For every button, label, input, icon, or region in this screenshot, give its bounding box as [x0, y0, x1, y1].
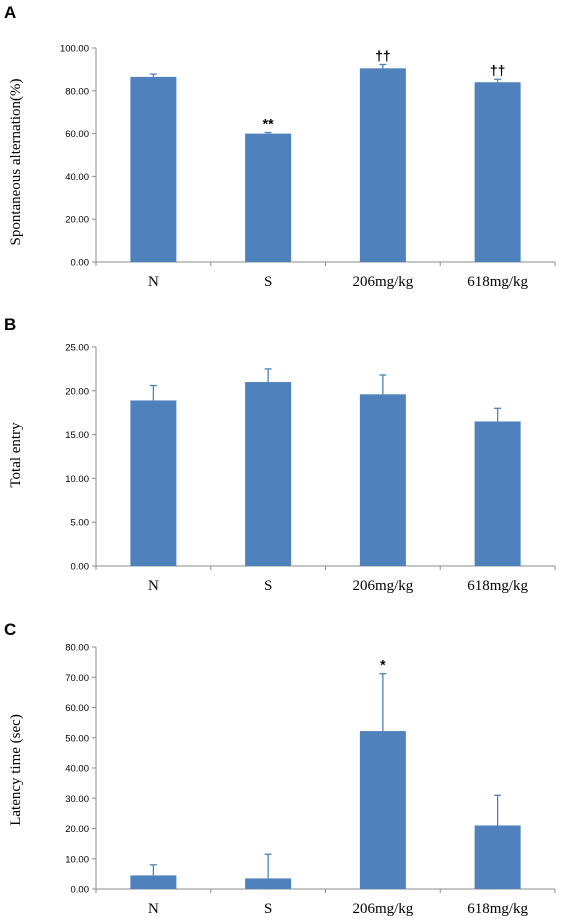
panel-c-category-label: N — [148, 901, 159, 917]
panel-a-error-bar — [379, 63, 387, 69]
panel-a-ytick-label: 0.00 — [71, 258, 90, 269]
panel-b-error-bar — [149, 384, 157, 401]
panel-b-category-label: 206mg/kg — [352, 578, 413, 594]
panel-b-letter: B — [4, 315, 16, 334]
panel-c-significance-mark: * — [380, 657, 386, 673]
panel-a-ytick-label: 60.00 — [65, 129, 89, 140]
panel-b-category-label: N — [148, 578, 159, 594]
panel-c-bar — [359, 731, 406, 889]
panel-b-bar — [474, 421, 521, 566]
panel-c-ytick-label: 0.00 — [71, 885, 90, 896]
panel-b-ytick-label: 0.00 — [71, 562, 90, 573]
panel-b-bar — [245, 382, 292, 566]
panel-c-ytick-label: 40.00 — [65, 764, 89, 775]
panel-b-category-label: S — [264, 578, 272, 594]
panel-a-error-bar — [494, 78, 502, 83]
panel-a-letter: A — [4, 3, 16, 22]
panel-b: B Total entry 0.00 5.00 10.00 15.00 20.00 25.… — [4, 315, 556, 594]
panel-c-plot: 0.00 10.00 20.00 30.00 40.00 50.00 60.00 70.00 8… — [65, 643, 556, 917]
panel-c-category-label: S — [264, 901, 272, 917]
panel-b-error-bar — [379, 374, 387, 395]
panel-c-category-label: 618mg/kg — [467, 901, 528, 917]
panel-a-significance-mark: ** — [263, 116, 274, 132]
panel-c-bar — [474, 825, 521, 889]
panel-c-ytick-label: 10.00 — [65, 854, 89, 865]
panel-b-yaxis-title-wrap: Total entry — [8, 422, 24, 488]
panel-a-ytick-label: 20.00 — [65, 215, 89, 226]
panel-a-category-label: S — [264, 274, 272, 290]
panel-c-category-label: 206mg/kg — [352, 901, 413, 917]
panel-b-plot: 0.00 5.00 10.00 15.00 20.00 25.00 N S 206mg/kg 61… — [65, 343, 556, 594]
panel-c-yaxis-title-wrap: Latency time (sec) — [8, 714, 24, 826]
panel-a-category-label: N — [148, 274, 159, 290]
panel-b-bar — [359, 394, 406, 566]
panel-a-error-bar — [149, 73, 157, 77]
panel-a-ytick-label: 100.00 — [60, 44, 89, 55]
panel-a-bar — [245, 133, 292, 262]
panel-a-bar — [474, 82, 521, 263]
panel-b-ytick-label: 5.00 — [71, 518, 90, 529]
panel-a-category-label: 618mg/kg — [467, 274, 528, 290]
panel-a-ytick-label: 80.00 — [65, 86, 89, 97]
panel-c-ytick-label: 60.00 — [65, 703, 89, 714]
panel-a-ytick-label: 40.00 — [65, 172, 89, 183]
panel-c-bar — [130, 875, 177, 889]
panel-b-error-bar — [494, 407, 502, 422]
panel-a: A Spontaneous alternation(%) 0.00 20.00 40… — [4, 3, 556, 290]
panel-c-letter: C — [4, 620, 16, 639]
panel-c-ytick-label: 30.00 — [65, 794, 89, 805]
panel-b-ytick-label: 10.00 — [65, 474, 89, 485]
panel-b-ytick-label: 20.00 — [65, 386, 89, 397]
panel-a-bar — [359, 68, 406, 262]
panel-b-ytick-label: 25.00 — [65, 343, 89, 354]
panel-a-yaxis-title-wrap: Spontaneous alternation(%) — [8, 78, 24, 245]
panel-b-ytick-label: 15.00 — [65, 430, 89, 441]
panel-c-error-bar — [494, 794, 502, 826]
panel-c-ytick-label: 70.00 — [65, 673, 89, 684]
panel-a-significance-mark: †† — [490, 62, 506, 78]
panel-c-error-bar — [264, 853, 272, 879]
panel-c-bar — [245, 878, 292, 889]
panel-c-ytick-label: 50.00 — [65, 733, 89, 744]
panel-b-category-label: 618mg/kg — [467, 578, 528, 594]
panel-a-plot: 0.00 20.00 40.00 60.00 80.00 100.00 N S ** 206mg/… — [60, 44, 556, 290]
panel-b-bar — [130, 400, 177, 566]
panel-a-error-bar — [264, 131, 272, 134]
panel-c-ytick-label: 80.00 — [65, 643, 89, 654]
panel-a-category-label: 206mg/kg — [352, 274, 413, 290]
panel-a-ylabel: Spontaneous alternation(%) — [8, 78, 24, 245]
panel-c-error-bar — [379, 672, 387, 732]
panel-a-bar — [130, 76, 177, 262]
panel-c: C Latency time (sec) 0.00 10.00 20.00 30.00… — [4, 620, 556, 917]
panel-b-error-bar — [264, 368, 272, 383]
panel-c-ytick-label: 20.00 — [65, 824, 89, 835]
panel-c-error-bar — [149, 864, 157, 876]
panel-a-significance-mark: †† — [375, 47, 391, 63]
panel-c-ylabel: Latency time (sec) — [8, 714, 24, 826]
panel-b-ylabel: Total entry — [8, 422, 24, 488]
